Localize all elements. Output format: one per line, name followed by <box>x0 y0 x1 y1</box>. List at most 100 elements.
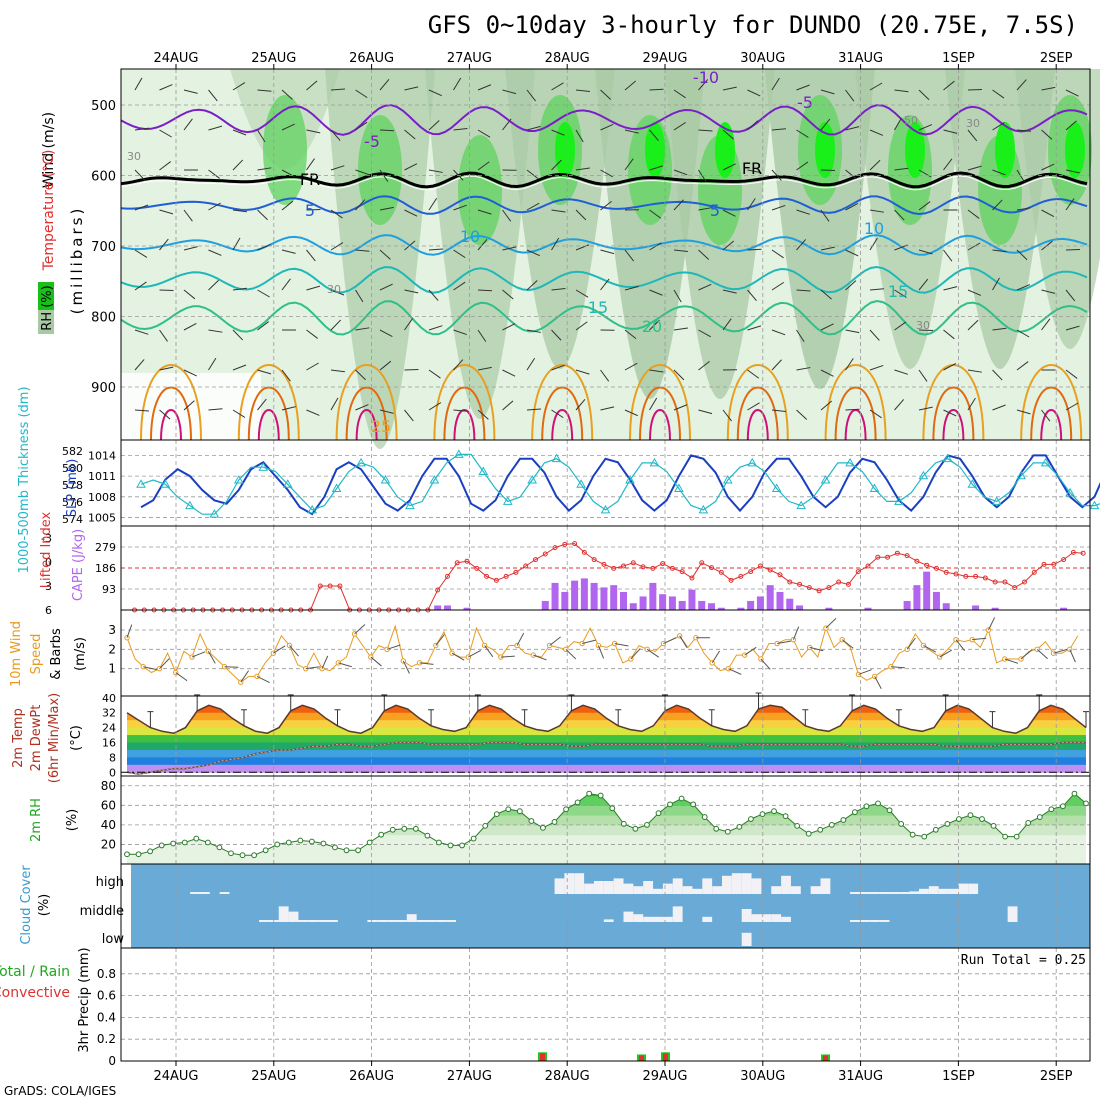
rh2m-marker <box>690 801 697 808</box>
cloud-bar-middle <box>278 906 289 922</box>
isotherm-freezing <box>120 171 1088 189</box>
tick-label: -3 <box>41 532 52 545</box>
cloud-bar-high <box>731 873 742 894</box>
tick-label: 0.4 <box>97 1010 116 1024</box>
wind-barb <box>890 666 905 669</box>
wind-barb <box>232 237 241 251</box>
cape-bar <box>688 589 696 610</box>
wind-barb <box>649 319 660 331</box>
date-label: 31AUG <box>838 1069 883 1084</box>
wind-barb <box>428 197 438 211</box>
wind-barb <box>1041 86 1056 91</box>
wind-barb <box>967 289 982 296</box>
precip-convective-label: Convective <box>0 985 70 1001</box>
cloud-bar-middle <box>623 911 634 922</box>
wind-barb <box>428 169 443 173</box>
wind-barb <box>330 397 339 411</box>
wind-barb <box>208 249 222 256</box>
contour-label: 10 <box>864 219 884 238</box>
wind-barb <box>1004 658 1019 664</box>
wind-barb <box>551 329 562 341</box>
wind-barb <box>630 648 641 660</box>
thickness-marker <box>918 470 929 480</box>
wind-barb <box>502 289 514 300</box>
lifted-index-marker <box>973 573 979 579</box>
wind-barb <box>526 408 542 411</box>
cloud-bar-high <box>938 888 949 894</box>
rh2m-marker <box>285 839 292 846</box>
lifted-index-marker <box>444 573 450 579</box>
isotherm-warm-lobe <box>150 386 192 441</box>
wind-barb <box>551 159 562 171</box>
wind-barb <box>575 289 589 298</box>
wind-barb <box>477 409 489 420</box>
wind-barb <box>526 329 541 333</box>
lifted-index-marker <box>855 569 861 575</box>
wind-barb <box>747 198 756 211</box>
wind-barb <box>575 369 590 375</box>
wind-barb <box>771 169 782 181</box>
rh2m-marker <box>563 806 569 813</box>
wind-barb <box>159 329 168 342</box>
cloud-bar-high <box>968 883 979 894</box>
wind-barb <box>575 129 584 143</box>
date-label: 30AUG <box>740 1069 785 1084</box>
wind-barb <box>771 77 780 91</box>
wind-barb <box>698 329 711 338</box>
thickness-marker <box>576 479 586 488</box>
wind-barb <box>159 129 172 138</box>
wind-barb <box>845 358 854 371</box>
contour-label: -10 <box>693 68 719 87</box>
thickness-marker <box>405 500 415 510</box>
wind-barb <box>428 120 440 131</box>
cape-bar <box>443 605 451 610</box>
credit-label: GrADS: COLA/IGES <box>4 1084 116 1098</box>
wind-barb <box>1041 289 1056 294</box>
rh-band <box>127 805 1086 816</box>
cape-bar <box>629 603 637 610</box>
wind-barb <box>894 89 909 93</box>
rh2m-marker <box>366 839 373 846</box>
rh2m-marker <box>678 795 685 802</box>
cloud-bar-high <box>751 878 762 894</box>
rh-shading <box>121 69 1100 449</box>
lifted-index-marker <box>523 563 529 569</box>
cloud-bar-middle <box>387 920 397 922</box>
isotherm-warm-lobe <box>932 386 975 441</box>
rh2m-marker <box>667 801 673 808</box>
tick-label: 0.6 <box>97 989 116 1003</box>
lifted-index-marker <box>454 560 460 566</box>
wind-barb <box>874 676 882 689</box>
contour-label: FR <box>742 159 762 178</box>
precip-convective-bar <box>540 1053 545 1061</box>
wind-barb <box>330 369 345 373</box>
wind-barb <box>624 158 634 171</box>
cape-bar <box>590 582 598 610</box>
wind-barb <box>845 169 857 180</box>
wind-barb <box>771 249 784 259</box>
cloud-bar-high <box>899 892 910 894</box>
rh2m-marker <box>516 808 523 815</box>
wind-barb <box>649 289 663 296</box>
wind-barb <box>526 202 540 211</box>
wind-barb <box>1041 409 1051 422</box>
lifted-index-marker <box>327 583 333 589</box>
wind-barb <box>1041 240 1053 251</box>
wind-barb <box>845 202 859 211</box>
wind10m-label-b: Speed <box>29 634 44 675</box>
cloud-bar-middle <box>662 916 673 922</box>
wind-barb <box>281 123 295 131</box>
wind-barb <box>551 364 565 371</box>
rh-moist-core <box>555 122 575 178</box>
rh2m-marker <box>551 819 558 825</box>
lifted-index-marker <box>738 573 744 579</box>
thickness-marker <box>233 475 244 484</box>
wind-barb <box>134 127 149 131</box>
temp-band <box>127 764 1086 773</box>
wind-barb <box>208 408 223 411</box>
wind-barb <box>869 159 881 171</box>
rh2m-marker <box>863 803 870 810</box>
